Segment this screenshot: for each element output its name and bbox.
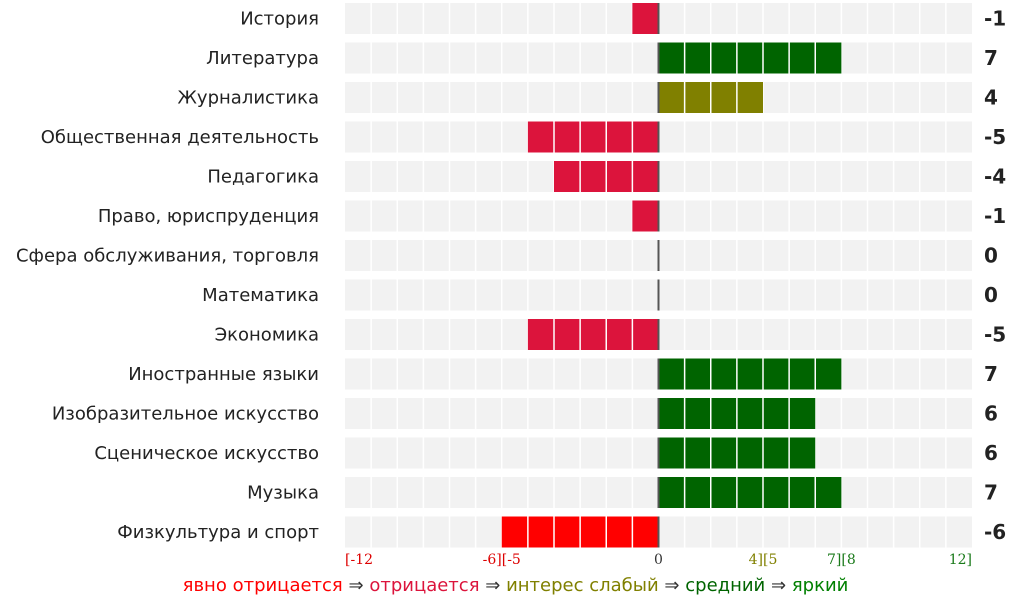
bar <box>658 358 842 390</box>
category-label: Экономика <box>215 325 319 346</box>
category-label: История <box>240 9 319 30</box>
category-label: Математика <box>202 285 319 306</box>
category-label: Физкультура и спорт <box>117 522 319 543</box>
category-label: Педагогика <box>207 167 319 188</box>
category-label: Сфера обслуживания, торговля <box>16 246 319 267</box>
tick-label: 7][8 <box>827 552 856 568</box>
bar <box>658 42 842 74</box>
tick-label: -6][-5 <box>483 552 521 568</box>
category-label: Общественная деятельность <box>41 127 319 148</box>
value-label: 7 <box>984 362 998 386</box>
legend-separator: ⇒ <box>664 575 680 596</box>
category-label: Сценическое искусство <box>94 443 319 464</box>
value-label: 0 <box>984 244 998 268</box>
legend-item-strongly-negative: явно отрицается <box>182 575 343 596</box>
value-label: -1 <box>984 7 1006 31</box>
category-label: Литература <box>206 48 319 69</box>
tick-label: 4][5 <box>749 552 778 568</box>
legend: явно отрицается ⇒ отрицается ⇒ интерес с… <box>0 575 1031 596</box>
tick-label: [-12 <box>345 552 373 568</box>
category-label: Журналистика <box>178 88 319 109</box>
value-label: 0 <box>984 283 998 307</box>
value-label: -6 <box>984 520 1006 544</box>
value-label: 7 <box>984 481 998 505</box>
value-label: 6 <box>984 441 998 465</box>
value-label: 7 <box>984 46 998 70</box>
bar <box>632 3 659 34</box>
bar <box>658 477 842 508</box>
legend-separator: ⇒ <box>771 575 787 596</box>
interest-bar-chart: История -1 Литература 7 Журналистика 4 Обществ… <box>16 3 1006 568</box>
bar <box>527 319 659 350</box>
value-label: -4 <box>984 165 1006 189</box>
tick-label: 0 <box>654 552 663 568</box>
legend-separator: ⇒ <box>348 575 364 596</box>
bar <box>632 200 659 232</box>
legend-item-negative: отрицается <box>369 575 480 596</box>
value-label: -5 <box>984 125 1006 149</box>
legend-item-bright: яркий <box>791 575 849 596</box>
category-label: Право, юриспруденция <box>98 206 319 227</box>
legend-item-medium: средний <box>685 575 766 596</box>
bar <box>527 121 659 153</box>
legend-separator: ⇒ <box>485 575 501 596</box>
tick-label: 12] <box>949 552 972 568</box>
value-label: 6 <box>984 402 998 426</box>
category-label: Музыка <box>247 483 319 504</box>
value-label: 4 <box>984 86 998 110</box>
legend-item-weak: интерес слабый <box>506 575 659 596</box>
value-label: -5 <box>984 323 1006 347</box>
value-label: -1 <box>984 204 1006 228</box>
category-label: Иностранные языки <box>128 364 319 385</box>
category-label: Изобразительное искусство <box>52 404 319 425</box>
